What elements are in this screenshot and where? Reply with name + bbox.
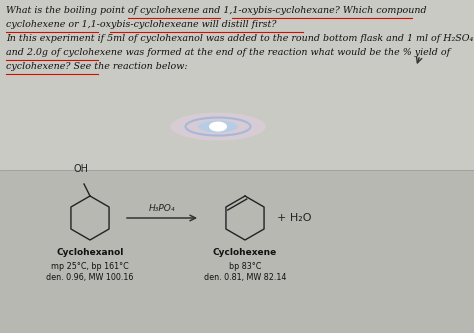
Text: cyclohexene? See the reaction below:: cyclohexene? See the reaction below: bbox=[6, 62, 188, 71]
Text: Cyclohexanol: Cyclohexanol bbox=[56, 248, 124, 257]
Text: mp 25°C, bp 161°C: mp 25°C, bp 161°C bbox=[51, 262, 129, 271]
Ellipse shape bbox=[209, 122, 227, 132]
Text: bp 83°C: bp 83°C bbox=[229, 262, 261, 271]
Ellipse shape bbox=[198, 121, 238, 133]
Bar bbox=[0, 170, 474, 333]
Text: den. 0.81, MW 82.14: den. 0.81, MW 82.14 bbox=[204, 273, 286, 282]
Text: In this experiment if 5ml of cyclohexanol was added to the round bottom flask an: In this experiment if 5ml of cyclohexano… bbox=[6, 34, 473, 43]
Bar bbox=[0, 0, 474, 170]
Text: den. 0.96, MW 100.16: den. 0.96, MW 100.16 bbox=[46, 273, 134, 282]
Text: H₃PO₄: H₃PO₄ bbox=[149, 204, 175, 213]
Text: What is the boiling point of cyclohexene and 1,1-oxybis-cyclohexane? Which compo: What is the boiling point of cyclohexene… bbox=[6, 6, 427, 15]
Text: + H₂O: + H₂O bbox=[277, 213, 311, 223]
Text: and 2.0g of cyclohexene was formed at the end of the reaction what would be the : and 2.0g of cyclohexene was formed at th… bbox=[6, 48, 450, 57]
Text: cyclohexene or 1,1-oxybis-cyclohexeane will distill first?: cyclohexene or 1,1-oxybis-cyclohexeane w… bbox=[6, 20, 276, 29]
Text: Cyclohexene: Cyclohexene bbox=[213, 248, 277, 257]
Ellipse shape bbox=[171, 113, 265, 141]
Text: OH: OH bbox=[73, 164, 89, 174]
